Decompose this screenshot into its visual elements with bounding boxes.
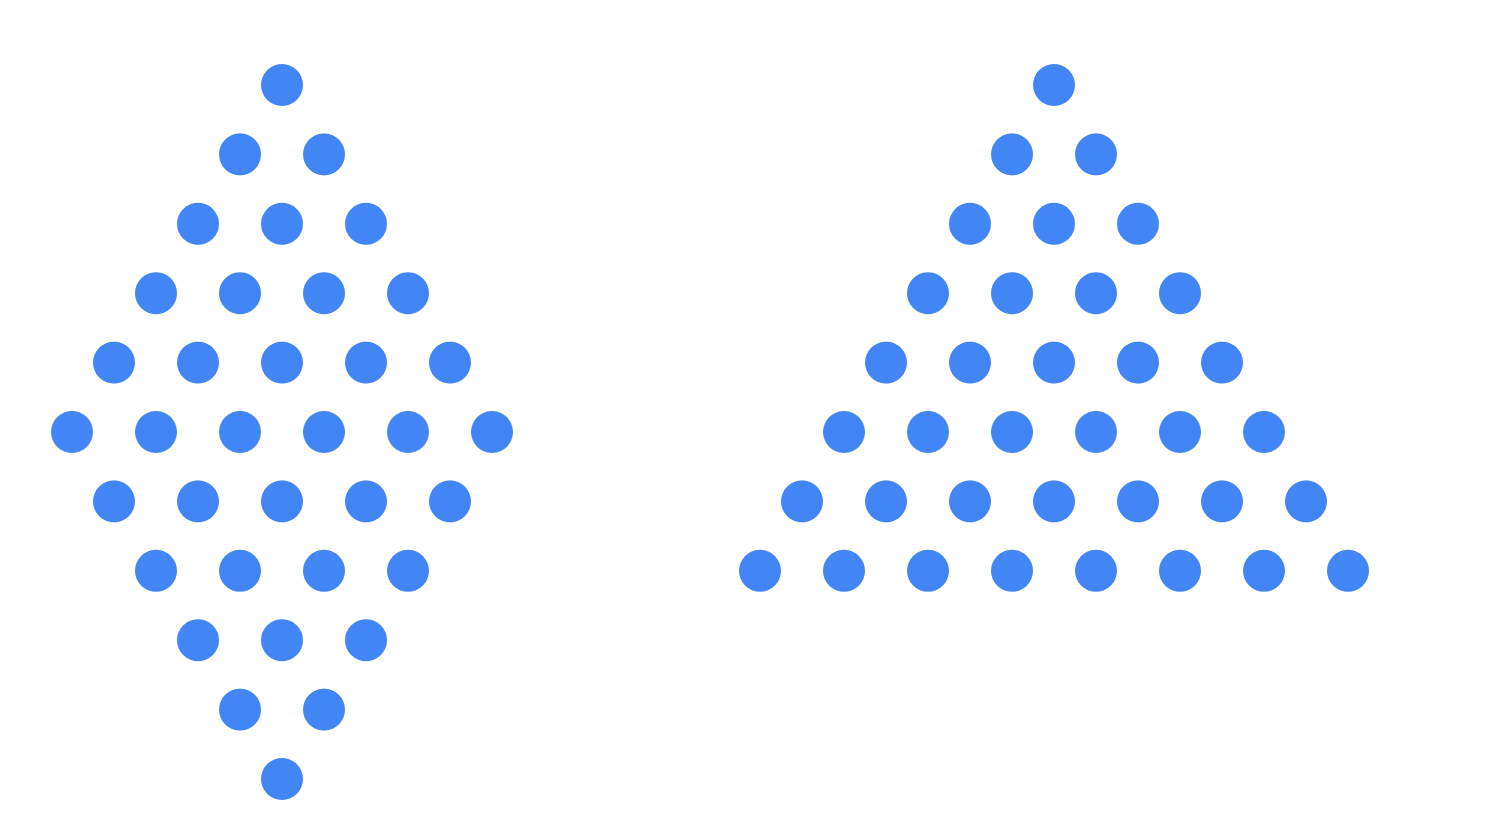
triangle-dot [907, 272, 949, 315]
diamond-dot [471, 411, 513, 453]
diamond-dot-figure [51, 64, 513, 800]
diamond-dot [261, 64, 303, 106]
triangle-dot [1159, 272, 1201, 315]
triangle-dot [991, 549, 1033, 592]
triangle-dot [1159, 549, 1201, 592]
diamond-dot [261, 341, 303, 384]
diamond-dot [135, 411, 177, 453]
triangle-dot [1159, 411, 1201, 453]
triangle-dot-figure [739, 64, 1369, 592]
triangle-dot [1033, 480, 1075, 523]
diamond-dot [261, 619, 303, 662]
triangle-dot [1243, 549, 1285, 592]
triangle-dot [949, 202, 991, 245]
diamond-dot [429, 341, 471, 384]
triangle-dot [1243, 411, 1285, 453]
triangle-dot [949, 480, 991, 523]
diamond-dot [303, 688, 345, 731]
triangle-dot [1033, 202, 1075, 245]
triangle-dot [1117, 202, 1159, 245]
diamond-dot [261, 758, 303, 800]
diamond-dot [51, 411, 93, 453]
diamond-dot [219, 272, 261, 315]
diamond-dot [387, 549, 429, 592]
diamond-dot [177, 202, 219, 245]
diamond-dot [135, 272, 177, 315]
triangle-dot [991, 272, 1033, 315]
triangle-dot [1075, 411, 1117, 453]
triangle-dot [1075, 549, 1117, 592]
triangle-dot [949, 341, 991, 384]
diamond-dot [303, 133, 345, 176]
diamond-dot [345, 619, 387, 662]
triangle-dot [865, 480, 907, 523]
triangle-dot [1033, 64, 1075, 106]
triangle-dot [1327, 549, 1369, 592]
diamond-dot [93, 341, 135, 384]
diamond-dot [345, 480, 387, 523]
triangle-dot [1201, 341, 1243, 384]
diamond-dot [387, 411, 429, 453]
triangle-dot [991, 133, 1033, 176]
diamond-dot [219, 411, 261, 453]
diamond-dot [261, 202, 303, 245]
diamond-dot [303, 549, 345, 592]
diamond-dot [219, 688, 261, 731]
diamond-dot [177, 341, 219, 384]
triangle-dot [781, 480, 823, 523]
triangle-dot [865, 341, 907, 384]
diamond-dot [219, 549, 261, 592]
diamond-dot [303, 272, 345, 315]
triangle-dot [823, 411, 865, 453]
triangle-dot [1075, 133, 1117, 176]
diamond-dot [345, 202, 387, 245]
triangle-dot [907, 549, 949, 592]
diamond-dot [93, 480, 135, 523]
triangle-dot [739, 549, 781, 592]
diamond-dot [429, 480, 471, 523]
diamond-dot [135, 549, 177, 592]
triangle-dot [1117, 480, 1159, 523]
diamond-dot [177, 619, 219, 662]
triangle-dot [1075, 272, 1117, 315]
diamond-dot [177, 480, 219, 523]
diamond-dot [345, 341, 387, 384]
triangle-dot [907, 411, 949, 453]
diamond-dot [261, 480, 303, 523]
triangle-dot [1285, 480, 1327, 523]
diamond-dot [303, 411, 345, 453]
triangle-dot [1201, 480, 1243, 523]
triangle-dot [823, 549, 865, 592]
diamond-dot [219, 133, 261, 176]
triangle-dot [1033, 341, 1075, 384]
triangle-dot [991, 411, 1033, 453]
diamond-dot [387, 272, 429, 315]
triangle-dot [1117, 341, 1159, 384]
